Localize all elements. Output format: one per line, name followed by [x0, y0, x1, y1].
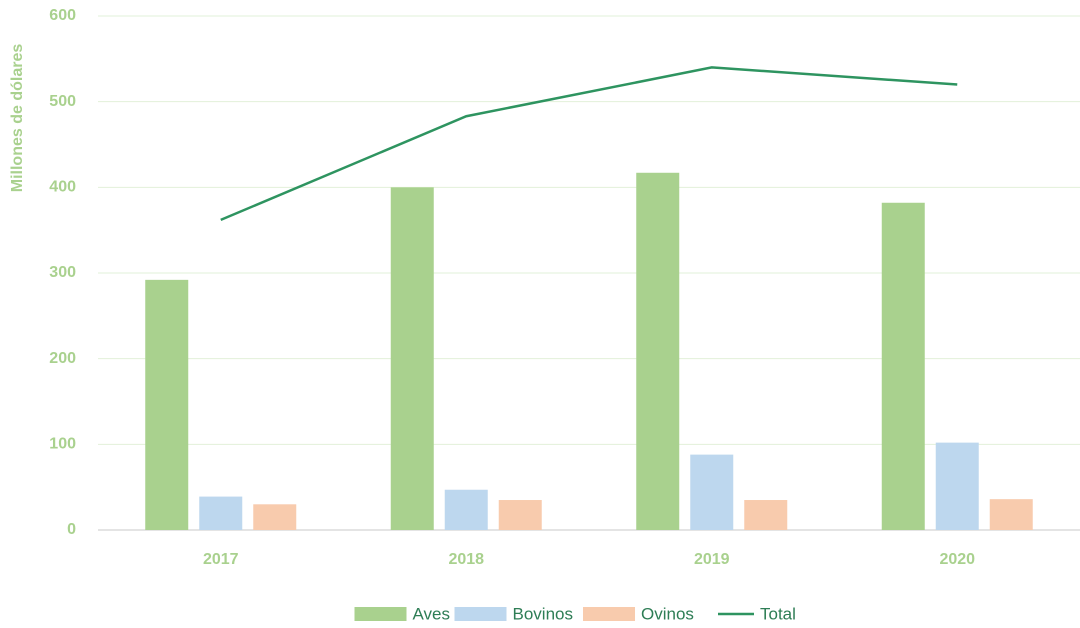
y-axis-title: Millones de dólares — [9, 44, 26, 193]
y-tick-label: 400 — [49, 179, 76, 196]
x-tick-label: 2018 — [448, 551, 484, 568]
bar — [881, 202, 925, 530]
bar — [636, 172, 680, 530]
y-tick-label: 500 — [49, 93, 76, 110]
bar — [253, 504, 297, 530]
legend-swatch — [354, 607, 407, 621]
legend-label: Total — [760, 604, 796, 623]
bar — [989, 499, 1033, 530]
bar — [199, 496, 243, 530]
bar — [744, 500, 788, 530]
legend-label: Ovinos — [641, 604, 694, 623]
x-tick-label: 2019 — [694, 551, 730, 568]
bar — [935, 442, 979, 530]
legend-swatch — [454, 607, 507, 621]
line — [220, 66, 958, 222]
y-tick-label: 600 — [49, 7, 76, 24]
y-tick-label: 100 — [49, 436, 76, 453]
bar — [390, 187, 434, 531]
legend-label: Aves — [413, 604, 451, 623]
bar — [690, 454, 734, 530]
y-tick-label: 200 — [49, 350, 76, 367]
bar — [145, 279, 189, 530]
bar — [498, 500, 542, 530]
legend-swatch — [583, 607, 635, 621]
legend-label: Bovinos — [513, 604, 573, 623]
y-tick-label: 0 — [67, 521, 76, 538]
bar — [444, 489, 488, 530]
y-tick-label: 300 — [49, 264, 76, 281]
x-tick-label: 2017 — [203, 551, 239, 568]
x-tick-label: 2020 — [939, 551, 975, 568]
